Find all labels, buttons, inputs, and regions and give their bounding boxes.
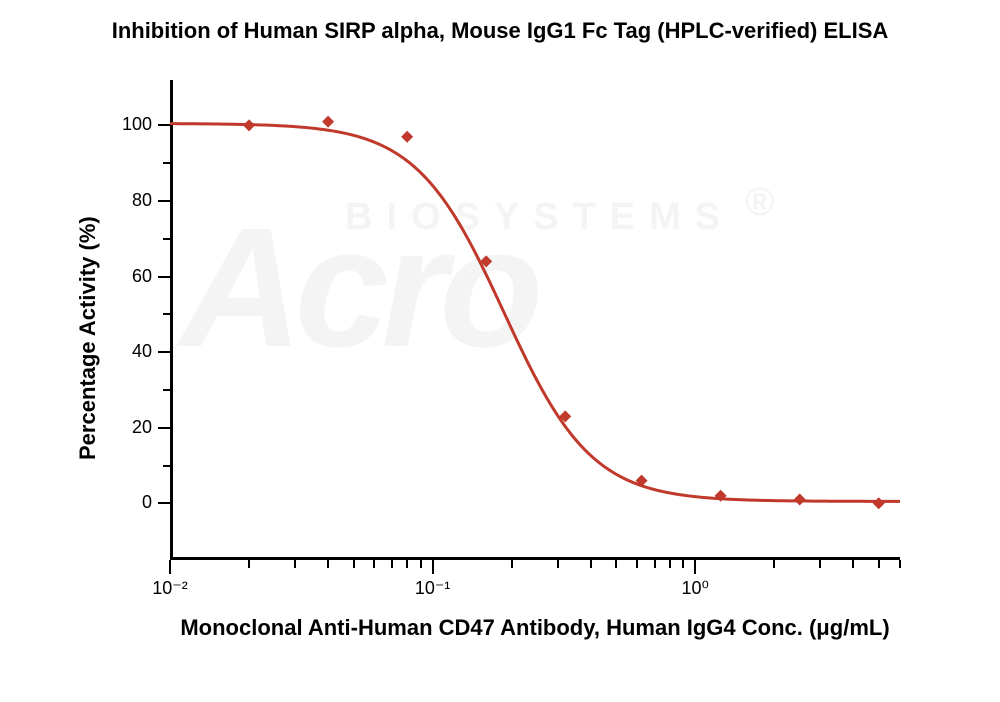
y-tick — [158, 502, 170, 504]
x-minor-tick — [557, 560, 559, 568]
x-minor-tick — [353, 560, 355, 568]
x-minor-tick — [654, 560, 656, 568]
fit-curve — [170, 124, 900, 502]
x-tick — [432, 560, 434, 574]
x-tick — [169, 560, 171, 574]
x-tick-label: 10⁻² — [140, 578, 200, 599]
y-tick-label: 100 — [102, 114, 152, 135]
x-minor-tick — [511, 560, 513, 568]
x-minor-tick — [294, 560, 296, 568]
x-minor-tick — [420, 560, 422, 568]
x-minor-tick — [248, 560, 250, 568]
y-minor-tick — [163, 162, 170, 164]
x-minor-tick — [878, 560, 880, 568]
data-point — [794, 494, 806, 506]
y-tick-label: 0 — [102, 492, 152, 513]
y-tick — [158, 276, 170, 278]
y-tick — [158, 351, 170, 353]
x-minor-tick — [773, 560, 775, 568]
y-tick-label: 40 — [102, 341, 152, 362]
x-tick — [694, 560, 696, 574]
y-tick-label: 60 — [102, 266, 152, 287]
x-minor-tick — [899, 560, 901, 568]
x-minor-tick — [373, 560, 375, 568]
x-minor-tick — [682, 560, 684, 568]
x-minor-tick — [852, 560, 854, 568]
y-minor-tick — [163, 238, 170, 240]
x-minor-tick — [636, 560, 638, 568]
x-minor-tick — [615, 560, 617, 568]
data-point — [243, 119, 255, 131]
y-tick — [158, 427, 170, 429]
x-minor-tick — [669, 560, 671, 568]
data-point — [401, 131, 413, 143]
data-point — [322, 116, 334, 128]
x-minor-tick — [406, 560, 408, 568]
y-minor-tick — [163, 465, 170, 467]
x-tick-label: 10⁰ — [665, 578, 725, 599]
x-minor-tick — [327, 560, 329, 568]
y-tick — [158, 124, 170, 126]
y-minor-tick — [163, 313, 170, 315]
y-tick-label: 20 — [102, 417, 152, 438]
y-tick — [158, 200, 170, 202]
x-minor-tick — [590, 560, 592, 568]
data-point — [873, 497, 885, 509]
x-minor-tick — [819, 560, 821, 568]
y-tick-label: 80 — [102, 190, 152, 211]
y-minor-tick — [163, 389, 170, 391]
x-minor-tick — [391, 560, 393, 568]
x-tick-label: 10⁻¹ — [403, 578, 463, 599]
